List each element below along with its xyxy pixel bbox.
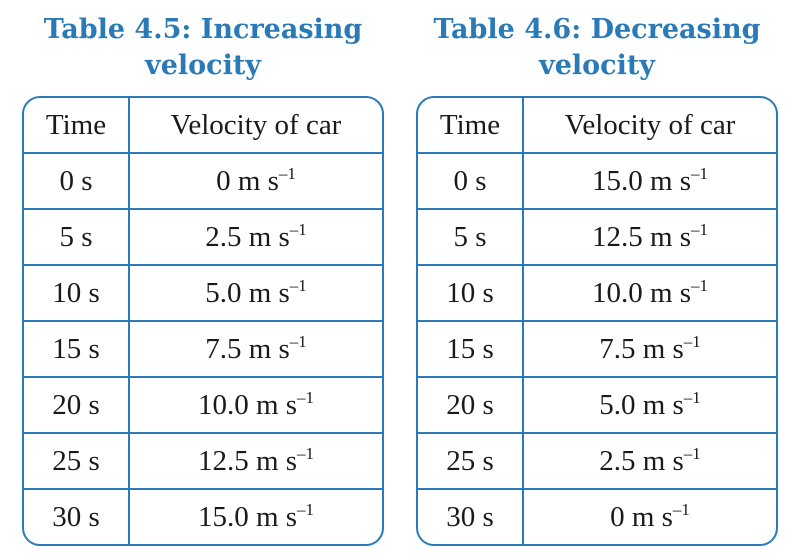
time-cell: 30 s <box>418 490 524 544</box>
table-row: 0 s 15.0 m s–1 <box>418 154 776 210</box>
unit-exponent: –1 <box>289 332 307 351</box>
table-title: Table 4.6: Decreasing velocity <box>433 14 761 81</box>
time-cell: 5 s <box>418 210 524 266</box>
table-row: 5 s 2.5 m s–1 <box>24 210 382 266</box>
velocity-cell: 0 m s–1 <box>130 154 382 210</box>
table-4-6-panel: Table 4.6: Decreasing velocity Time Velo… <box>416 12 778 546</box>
table-body: 0 s 15.0 m s–1 5 s 12.5 m s–1 10 s 10.0 … <box>418 154 776 544</box>
velocity-value: 15.0 m s <box>197 501 298 533</box>
unit-exponent: –1 <box>672 500 690 519</box>
unit-exponent: –1 <box>691 220 709 239</box>
time-cell: 0 s <box>24 154 130 210</box>
velocity-value: 15.0 m s <box>591 165 692 197</box>
velocity-cell: 10.0 m s–1 <box>524 266 776 322</box>
time-cell: 30 s <box>24 490 130 544</box>
velocity-cell: 12.5 m s–1 <box>524 210 776 266</box>
table-row: 10 s 10.0 m s–1 <box>418 266 776 322</box>
unit-exponent: –1 <box>683 444 701 463</box>
velocity-cell: 2.5 m s–1 <box>130 210 382 266</box>
header-row: Time Velocity of car <box>24 98 382 154</box>
velocity-cell: 10.0 m s–1 <box>130 378 382 434</box>
table-row: 0 s 0 m s–1 <box>24 154 382 210</box>
column-header-time: Time <box>24 98 130 154</box>
time-cell: 15 s <box>418 322 524 378</box>
velocity-cell: 5.0 m s–1 <box>130 266 382 322</box>
time-cell: 5 s <box>24 210 130 266</box>
table-row: 20 s 10.0 m s–1 <box>24 378 382 434</box>
table-row: 30 s 0 m s–1 <box>418 490 776 544</box>
time-cell: 20 s <box>418 378 524 434</box>
unit-exponent: –1 <box>691 276 709 295</box>
table-row: 10 s 5.0 m s–1 <box>24 266 382 322</box>
table-row: 5 s 12.5 m s–1 <box>418 210 776 266</box>
velocity-value: 10.0 m s <box>197 389 298 421</box>
velocity-cell: 2.5 m s–1 <box>524 434 776 490</box>
velocity-value: 7.5 m s <box>599 333 684 365</box>
unit-exponent: –1 <box>278 164 296 183</box>
velocity-cell: 15.0 m s–1 <box>524 154 776 210</box>
column-header-time: Time <box>418 98 524 154</box>
velocity-value: 5.0 m s <box>599 389 684 421</box>
unit-exponent: –1 <box>683 332 701 351</box>
velocity-cell: 7.5 m s–1 <box>130 322 382 378</box>
table-title: Table 4.5: Increasing velocity <box>43 14 363 81</box>
velocity-value: 7.5 m s <box>205 333 290 365</box>
time-cell: 10 s <box>418 266 524 322</box>
unit-exponent: –1 <box>683 388 701 407</box>
velocity-cell: 12.5 m s–1 <box>130 434 382 490</box>
table-4-5-panel: Table 4.5: Increasing velocity Time Velo… <box>22 12 384 546</box>
velocity-cell: 15.0 m s–1 <box>130 490 382 544</box>
time-cell: 10 s <box>24 266 130 322</box>
unit-exponent: –1 <box>289 220 307 239</box>
unit-exponent: –1 <box>297 388 315 407</box>
time-cell: 20 s <box>24 378 130 434</box>
velocity-value: 0 m s <box>216 165 279 197</box>
increasing-velocity-table: Time Velocity of car 0 s 0 m s–1 5 s 2.5… <box>22 96 384 546</box>
time-cell: 25 s <box>24 434 130 490</box>
table-row: 20 s 5.0 m s–1 <box>418 378 776 434</box>
velocity-cell: 5.0 m s–1 <box>524 378 776 434</box>
velocity-value: 2.5 m s <box>599 445 684 477</box>
header-row: Time Velocity of car <box>418 98 776 154</box>
velocity-value: 10.0 m s <box>591 277 692 309</box>
table-row: 25 s 2.5 m s–1 <box>418 434 776 490</box>
time-cell: 15 s <box>24 322 130 378</box>
unit-exponent: –1 <box>691 164 709 183</box>
velocity-value: 0 m s <box>610 501 673 533</box>
table-row: 30 s 15.0 m s–1 <box>24 490 382 544</box>
table-row: 15 s 7.5 m s–1 <box>24 322 382 378</box>
velocity-value: 12.5 m s <box>591 221 692 253</box>
time-cell: 25 s <box>418 434 524 490</box>
unit-exponent: –1 <box>297 500 315 519</box>
velocity-value: 12.5 m s <box>197 445 298 477</box>
decreasing-velocity-table: Time Velocity of car 0 s 15.0 m s–1 5 s … <box>416 96 778 546</box>
table-body: 0 s 0 m s–1 5 s 2.5 m s–1 10 s 5.0 m s–1… <box>24 154 382 544</box>
unit-exponent: –1 <box>297 444 315 463</box>
time-cell: 0 s <box>418 154 524 210</box>
column-header-velocity: Velocity of car <box>130 98 382 154</box>
velocity-cell: 7.5 m s–1 <box>524 322 776 378</box>
velocity-value: 2.5 m s <box>205 221 290 253</box>
velocity-value: 5.0 m s <box>205 277 290 309</box>
unit-exponent: –1 <box>289 276 307 295</box>
table-row: 25 s 12.5 m s–1 <box>24 434 382 490</box>
column-header-velocity: Velocity of car <box>524 98 776 154</box>
velocity-cell: 0 m s–1 <box>524 490 776 544</box>
table-row: 15 s 7.5 m s–1 <box>418 322 776 378</box>
